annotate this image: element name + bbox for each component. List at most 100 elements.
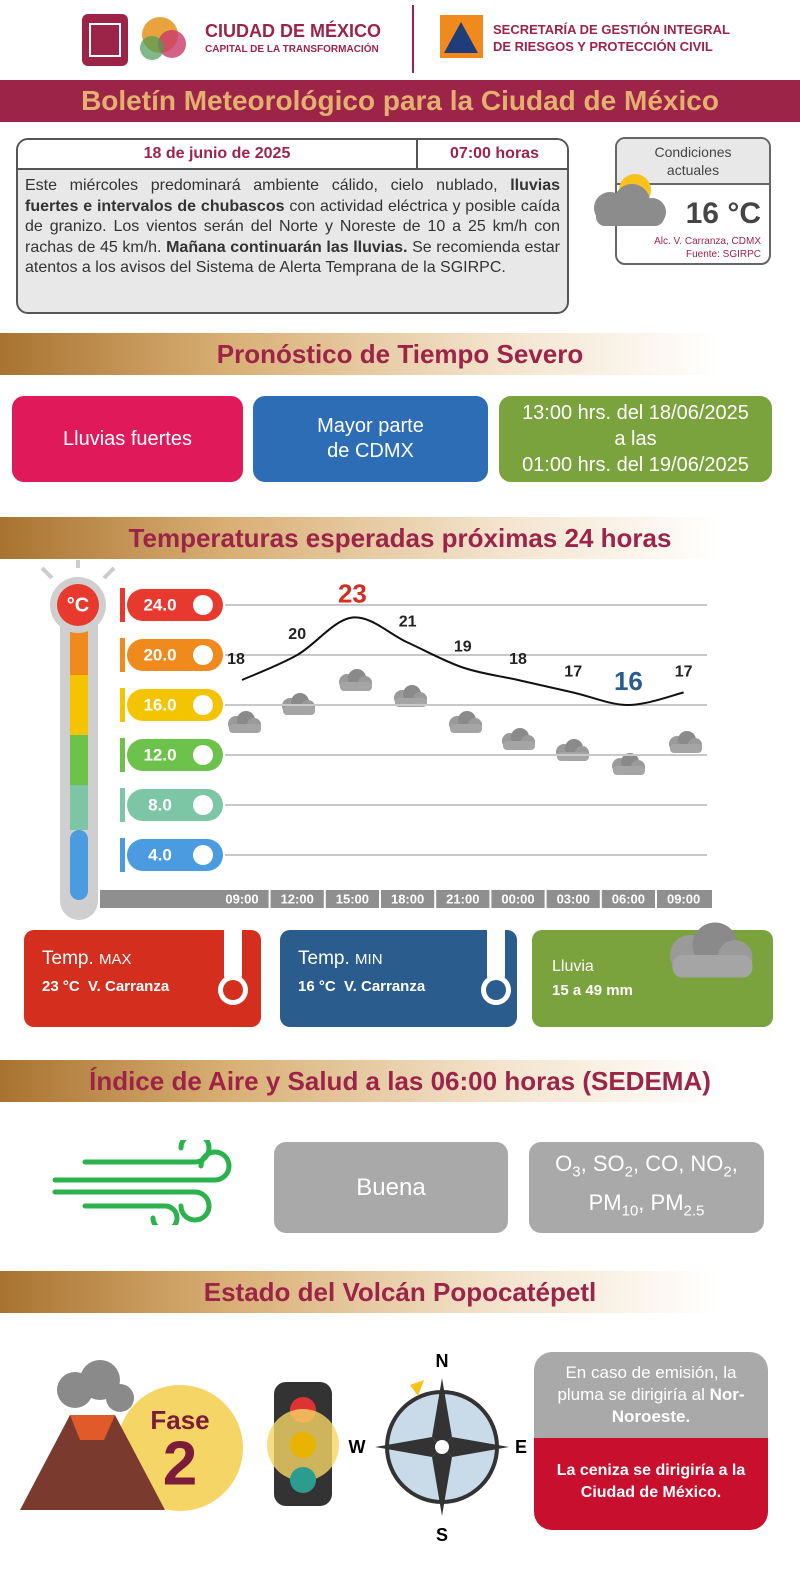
pollutant-sub: 2: [723, 1163, 732, 1181]
band: [70, 785, 88, 830]
tick-stripe: [120, 838, 125, 872]
y-tick-label: 8.0: [148, 795, 172, 814]
volcano: [20, 1415, 165, 1510]
thermo-icon: [486, 980, 506, 1000]
air-index: Buena: [274, 1142, 508, 1233]
current-temperature: 16 °C: [685, 197, 761, 230]
x-tick-label: 00:00: [501, 891, 534, 906]
y-tick-label: 16.0: [143, 695, 176, 714]
agency-name: SECRETARÍA DE GESTIÓN INTEGRAL: [493, 22, 730, 37]
cloud-icon: [556, 739, 589, 761]
pollutant: PM2.5: [650, 1189, 705, 1219]
rain-detail: 15 a 49 mm: [552, 982, 633, 999]
pollutant-sub: 10: [621, 1201, 639, 1219]
pollutant-name: PM: [650, 1189, 684, 1215]
value-label: 18: [509, 651, 527, 668]
band: [70, 735, 88, 785]
heart-logo-part: [158, 30, 186, 58]
value-label: 17: [564, 664, 582, 681]
value-label: 19: [454, 639, 472, 656]
value-label: 18: [227, 651, 245, 668]
separator: ,: [731, 1151, 738, 1177]
phase-number: 2: [163, 1429, 197, 1498]
city-tagline: CAPITAL DE LA TRANSFORMACIÓN: [205, 44, 379, 55]
area-line: Mayor parte: [317, 415, 424, 437]
max-label-text: Temp.: [42, 948, 94, 969]
thermo-icon: [224, 918, 242, 984]
plume-arrow: [410, 1380, 424, 1396]
x-tick-label: 21:00: [446, 891, 479, 906]
compass-e: E: [515, 1437, 527, 1457]
x-tick-label: 18:00: [391, 891, 424, 906]
tick-dot: [193, 795, 213, 815]
min-label: Temp. MIN: [298, 948, 517, 970]
separator: ,: [580, 1151, 593, 1177]
pollutant-name: NO: [690, 1151, 724, 1177]
unit-label: °C: [67, 594, 89, 616]
sun-cloud-icon: [594, 174, 666, 226]
period-line: 13:00 hrs. del 18/06/2025: [522, 402, 749, 424]
y-tick-label: 20.0: [143, 645, 176, 664]
band: [70, 675, 88, 735]
pollutant-name: CO: [645, 1151, 679, 1177]
page-title: Boletín Meteorológico para la Ciudad de …: [0, 80, 800, 122]
light: [290, 1432, 316, 1458]
bulb-inner: [57, 584, 99, 626]
thermo-icon: [487, 918, 505, 984]
section-heading: Pronóstico de Tiempo Severo: [0, 333, 800, 375]
value-label: 23: [338, 578, 367, 608]
tick-dot: [193, 695, 213, 715]
header-graphics: [82, 5, 483, 73]
thermometer: °C: [40, 560, 116, 920]
plume-text: En caso de emisión, la pluma se dirigirí…: [534, 1352, 768, 1438]
compass-s: S: [436, 1525, 448, 1545]
tick-dot: [193, 645, 213, 665]
thermo-icon: [223, 980, 243, 1000]
compass-n: N: [436, 1351, 449, 1371]
period-line: a las: [614, 428, 657, 450]
y-tick-label: 24.0: [143, 595, 176, 614]
x-tick-label: 15:00: [336, 891, 369, 906]
rain-icon: [339, 669, 372, 691]
agency-name: DE RIESGOS Y PROTECCIÓN CIVIL: [493, 39, 713, 54]
section-heading: Índice de Aire y Salud a las 06:00 horas…: [0, 1060, 800, 1102]
min-detail: 16 °C V. Carranza: [298, 978, 426, 995]
x-tick-label: 06:00: [612, 891, 645, 906]
agency-logo-triangle: [444, 22, 478, 53]
current-source: Fuente: SGIRPC: [685, 249, 761, 260]
section-heading: Estado del Volcán Popocatépetl: [0, 1271, 800, 1313]
tick-stripe: [120, 638, 125, 672]
pollutants: O3, SO2, CO, NO2, PM10, PM2.5: [529, 1142, 764, 1233]
text-run: Mañana continuarán las lluvias.: [166, 238, 408, 256]
lava: [70, 1415, 115, 1440]
x-tick-label: 09:00: [225, 891, 258, 906]
tick-stripe: [120, 688, 125, 722]
tick-stripe: [120, 788, 125, 822]
y-tick-label: 4.0: [148, 845, 172, 864]
min-kind: MIN: [355, 951, 383, 968]
compass-needle: [432, 1378, 452, 1447]
x-tick-label: 12:00: [281, 891, 314, 906]
tick-dot: [193, 595, 213, 615]
current-location: Alc. V. Carranza, CDMX: [654, 236, 761, 247]
pollutant-sub: 3: [572, 1163, 581, 1181]
pollutant: PM10,: [589, 1189, 651, 1219]
shield-detail: [89, 23, 121, 57]
temperature-line: [241, 616, 684, 707]
pollutant: SO2,: [593, 1151, 645, 1180]
current-label-line: Condiciones: [654, 144, 732, 160]
severe-period: 13:00 hrs. del 18/06/2025 a las 01:00 hr…: [499, 396, 772, 482]
storm-icon: [449, 711, 482, 733]
separator: ,: [638, 1189, 651, 1215]
tick-dot: [193, 845, 213, 865]
bulletin-date: 18 de junio de 2025: [18, 140, 418, 170]
value-label: 20: [288, 626, 306, 643]
cloud-icon: [612, 753, 645, 775]
wind-icon: [52, 1140, 232, 1225]
severe-area: Mayor parte de CDMX: [253, 396, 488, 482]
period-line: 01:00 hrs. del 19/06/2025: [522, 454, 749, 476]
separator: ,: [678, 1151, 691, 1177]
severe-phenomenon: Lluvias fuertes: [12, 396, 243, 482]
time-bar: [100, 890, 712, 908]
